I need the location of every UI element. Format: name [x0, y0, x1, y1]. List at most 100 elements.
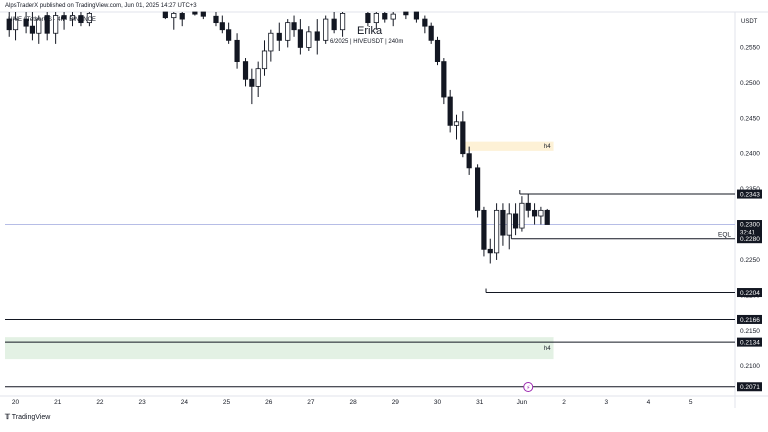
x-tick-label: 5: [689, 399, 693, 406]
candle-body: [365, 13, 371, 24]
candle-body: [538, 209, 544, 217]
x-tick-label: 24: [181, 399, 189, 406]
candle-body: [179, 13, 185, 20]
candle-body: [249, 78, 255, 87]
event-marker-icon: [523, 382, 534, 392]
candle-body: [331, 18, 337, 31]
candle-body: [44, 15, 50, 34]
level-badge-5: [737, 337, 762, 347]
lightning-icon: ⚡: [526, 385, 530, 392]
candle-body: [171, 13, 177, 19]
level-badge-3: [737, 288, 762, 298]
candle-body: [213, 15, 219, 24]
candle-body: [226, 29, 232, 41]
candle-body: [525, 202, 531, 211]
candle-body: [29, 25, 36, 34]
x-tick-label: 2: [562, 399, 566, 406]
countdown-label: 32:41: [740, 231, 756, 237]
y-tick-label: 0.2150: [740, 328, 760, 335]
y-tick-label: 0.2550: [740, 44, 760, 51]
current-price-label: 0.2300: [740, 222, 760, 229]
level-badge-2: [737, 234, 762, 244]
candle-body: [422, 18, 428, 27]
candle-body: [306, 31, 312, 48]
zone-label-0: h4: [544, 144, 551, 150]
x-tick-label: 20: [12, 399, 20, 406]
candle-body: [219, 22, 225, 31]
candle-body: [53, 15, 59, 34]
publisher-info: AlpsTraderX published on TradingView.com…: [5, 3, 197, 9]
x-tick-label: Jun: [517, 399, 528, 406]
candle-body: [453, 121, 460, 126]
zone-label-1: h4: [544, 346, 551, 352]
x-tick-label: 22: [96, 399, 104, 406]
x-tick-label: 27: [307, 399, 315, 406]
candle-body: [323, 18, 329, 41]
candle-body: [200, 11, 206, 17]
candle-body: [255, 68, 261, 87]
candle-body: [242, 61, 249, 80]
zone-1: [5, 337, 554, 360]
y-tick-label: 0.2450: [740, 115, 760, 122]
candle-body: [500, 209, 506, 236]
level-tag-2: EQL: [718, 232, 731, 239]
candle-body: [36, 18, 42, 34]
level-badge-6: [737, 382, 762, 392]
candle-body: [6, 18, 12, 31]
x-tick-label: 4: [647, 399, 651, 406]
zone-0: [460, 141, 554, 151]
level-label-2: 0.2280: [740, 236, 760, 243]
candle-body: [291, 22, 297, 31]
candle-body: [441, 61, 447, 98]
level-badge-4: [737, 314, 762, 324]
level-badge-0: [737, 189, 762, 199]
x-tick-label: 30: [434, 399, 442, 406]
x-tick-label: 23: [139, 399, 147, 406]
candle-body: [512, 213, 519, 229]
tradingview-logo[interactable]: 𝕋 TradingView: [5, 413, 50, 421]
candle-body: [192, 11, 198, 15]
candle-body: [428, 25, 434, 41]
x-tick-label: 3: [604, 399, 608, 406]
candle-body: [268, 32, 274, 52]
tradingview-logo-icon: 𝕋: [5, 414, 10, 421]
candle-body: [475, 167, 481, 211]
candle-body: [544, 209, 550, 225]
candle-body: [481, 209, 487, 250]
candle-body: [314, 31, 320, 41]
candle-body: [460, 121, 466, 155]
x-tick-label: 21: [54, 399, 62, 406]
watermark-name: Erika: [357, 25, 383, 37]
level-label-6: 0.2071: [740, 384, 760, 391]
candle-body: [297, 29, 303, 48]
candle-body: [382, 13, 388, 20]
candle-body: [519, 202, 525, 229]
level-label-4: 0.2166: [740, 317, 760, 324]
candle-body: [261, 50, 268, 70]
candle-body: [23, 18, 29, 27]
candle-body: [487, 248, 493, 254]
candle-body: [466, 153, 472, 169]
candle-body: [403, 11, 409, 16]
x-tick-label: 29: [392, 399, 400, 406]
candle-body: [69, 15, 76, 20]
candle-body: [61, 15, 67, 20]
symbol-info: HIVE / TetherUS · 4h · BINANCE: [8, 17, 96, 23]
candle-body: [434, 39, 441, 62]
watermark-detail: 6/2025 | HIVEUSDT | 240m: [330, 39, 404, 45]
currency-label: USDT: [741, 19, 758, 25]
candle-body: [86, 13, 92, 24]
candle-body: [531, 209, 538, 217]
candle-body: [339, 13, 346, 31]
y-tick-label: 0.2100: [740, 363, 760, 370]
x-tick-label: 25: [223, 399, 231, 406]
candle-body: [234, 39, 240, 62]
candle-body: [162, 11, 168, 19]
level-label-5: 0.2134: [740, 339, 760, 346]
y-tick-label: 0.2400: [740, 151, 760, 158]
level-label-3: 0.2204: [740, 290, 760, 297]
candle-body: [276, 32, 282, 41]
level-label-0: 0.2343: [740, 191, 760, 198]
